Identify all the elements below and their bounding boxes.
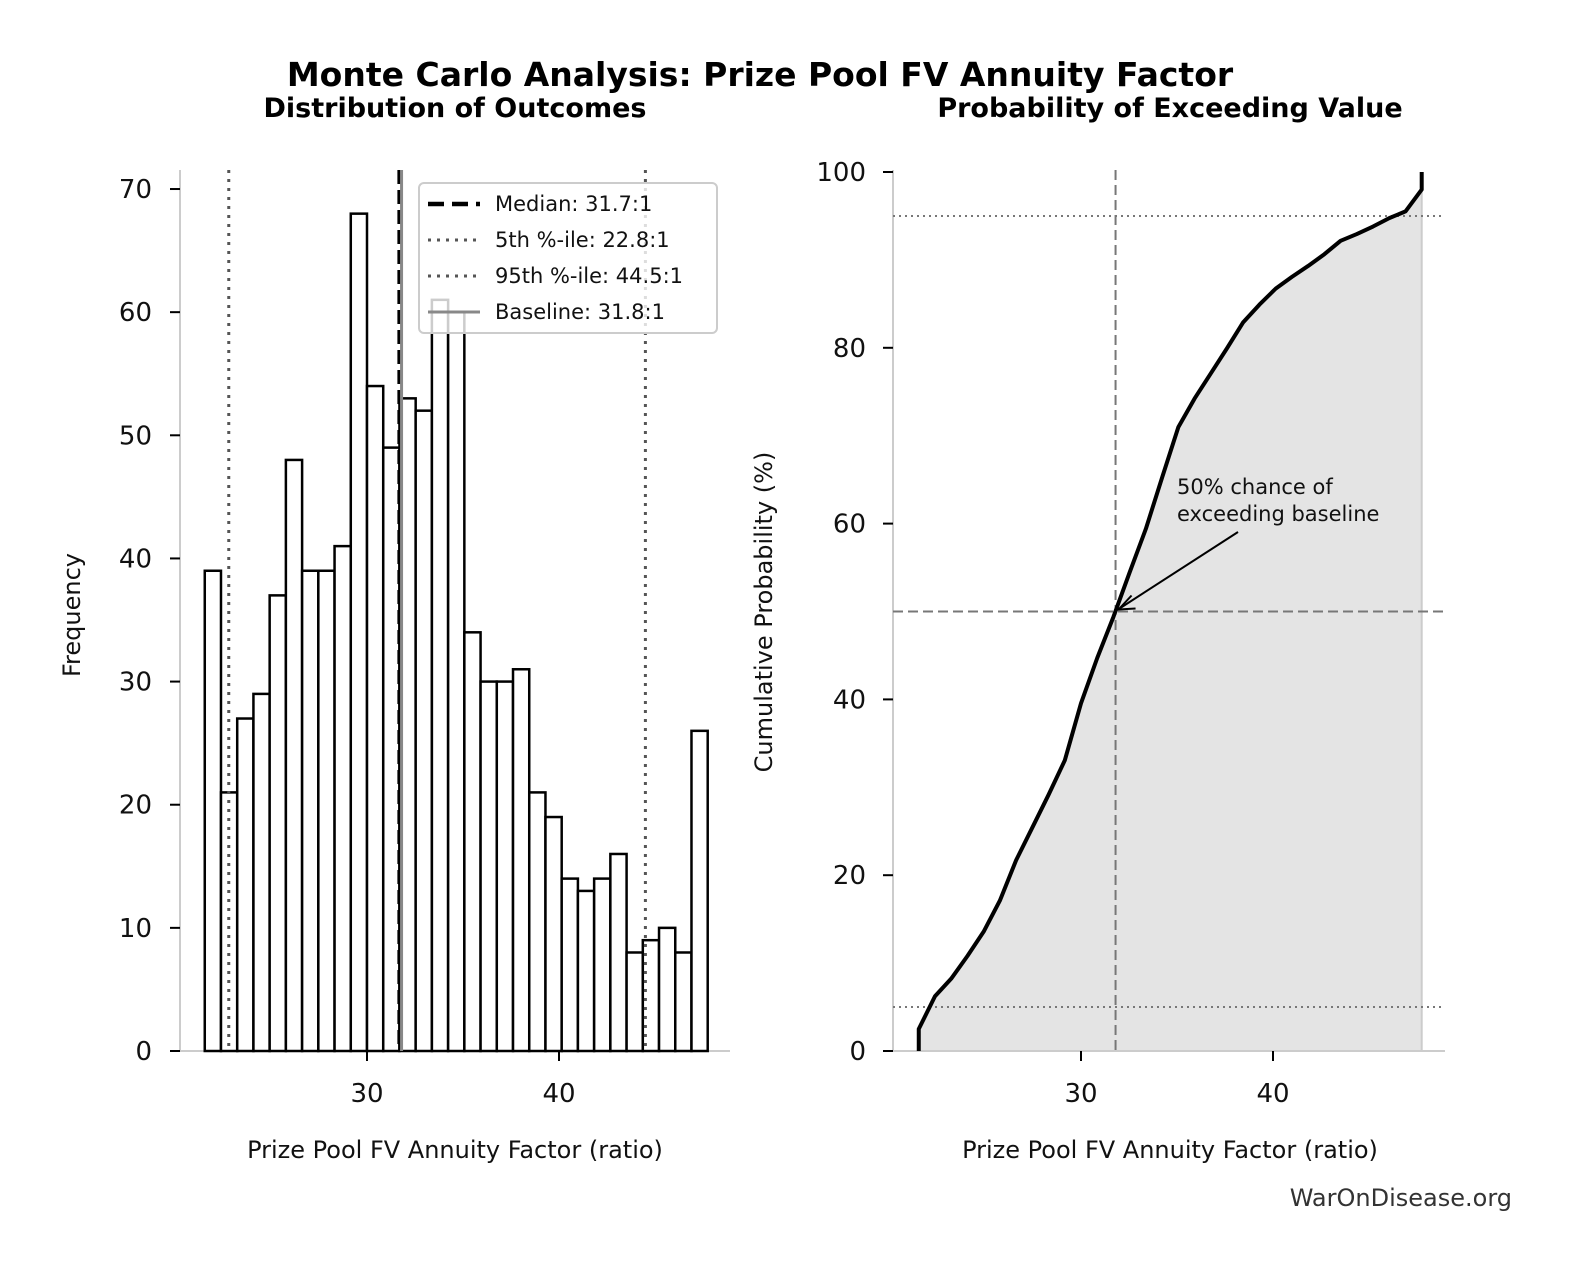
histogram-bar: [219, 791, 239, 1053]
histogram-bar: [560, 877, 580, 1053]
histogram-bar: [674, 951, 693, 1053]
y-tick-label: 20: [833, 861, 866, 891]
y-tick-label: 40: [833, 685, 866, 715]
histogram-bar: [349, 212, 369, 1053]
histogram-bar: [268, 594, 288, 1053]
legend-label: 95th %-ile: 44.5:1: [495, 264, 683, 288]
cdf-panel: 0 20 40 60 80 100 30 40 50% chance of exceeding b…: [816, 158, 1445, 1109]
histogram-bar: [544, 815, 563, 1053]
legend-box: [418, 182, 718, 334]
x-tick-label: 30: [350, 1079, 383, 1109]
y-tick-label: 30: [119, 668, 152, 698]
histogram-bar: [317, 569, 336, 1053]
y-tick-label: 10: [119, 914, 152, 944]
left-xlabel: Prize Pool FV Annuity Factor (ratio): [247, 1136, 663, 1164]
legend: Median: 31.7:1 5th %-ile: 22.8:1 95th %-il…: [418, 182, 718, 334]
histogram-bar: [300, 569, 320, 1053]
histogram-bar: [625, 951, 645, 1053]
annotation-arrow: [1119, 531, 1239, 610]
y-tick-label: 60: [833, 510, 866, 540]
right-subtitle: Probability of Exceeding Value: [937, 93, 1402, 124]
y-tick-label: 20: [119, 791, 152, 821]
y-tick-label: 50: [119, 421, 152, 451]
y-tick-label: 100: [816, 158, 866, 188]
right-xlabel: Prize Pool FV Annuity Factor (ratio): [962, 1136, 1378, 1164]
histogram-bar: [479, 680, 499, 1053]
histogram-bar: [430, 298, 450, 1053]
y-tick-label: 40: [119, 544, 152, 574]
histogram-bar: [592, 877, 612, 1053]
x-tick-label: 30: [1064, 1079, 1097, 1109]
cdf-curve: [916, 172, 1424, 1051]
histogram-bar: [252, 692, 271, 1053]
histogram-bar: [284, 458, 304, 1053]
histogram-bar: [203, 569, 223, 1053]
histogram-bar: [333, 544, 353, 1053]
right-ylabel: Cumulative Probability (%): [750, 452, 778, 773]
watermark: WarOnDisease.org: [1290, 1184, 1512, 1212]
legend-label: Baseline: 31.8:1: [495, 300, 665, 324]
y-tick-label: 0: [849, 1037, 866, 1067]
histogram-bar: [381, 446, 401, 1053]
y-tick-label: 80: [833, 334, 866, 364]
histogram-bar: [527, 791, 547, 1053]
legend-label: Median: 31.7:1: [495, 192, 652, 216]
histogram-bar: [446, 310, 466, 1053]
figure-title: Monte Carlo Analysis: Prize Pool FV Annu…: [287, 55, 1234, 94]
y-tick-label: 60: [119, 298, 152, 328]
histogram-bar: [690, 729, 709, 1053]
histogram-bar: [463, 631, 482, 1053]
arrow-head-icon: [1116, 594, 1136, 611]
histogram-bar: [609, 852, 628, 1053]
histogram-bar: [511, 668, 531, 1053]
histogram-bar: [576, 889, 596, 1053]
histogram-bar: [414, 409, 434, 1053]
left-ylabel: Frequency: [58, 553, 86, 677]
legend-label: 5th %-ile: 22.8:1: [495, 228, 670, 252]
x-tick-label: 40: [542, 1079, 575, 1109]
histogram-panel: 0 10 20 30 40 50 60 70 30 40 Median: 31.7:1 5th %-i…: [119, 170, 730, 1109]
histogram-bar: [657, 926, 677, 1053]
histogram-bar: [365, 384, 385, 1053]
y-tick-label: 70: [119, 175, 152, 205]
annotation-text: exceeding baseline: [1177, 502, 1379, 526]
annotation-text: 50% chance of: [1177, 475, 1333, 499]
histogram-bar: [235, 717, 255, 1053]
histogram-bar: [495, 680, 515, 1053]
x-tick-label: 40: [1256, 1079, 1289, 1109]
left-subtitle: Distribution of Outcomes: [264, 93, 647, 124]
y-tick-label: 0: [135, 1037, 152, 1067]
